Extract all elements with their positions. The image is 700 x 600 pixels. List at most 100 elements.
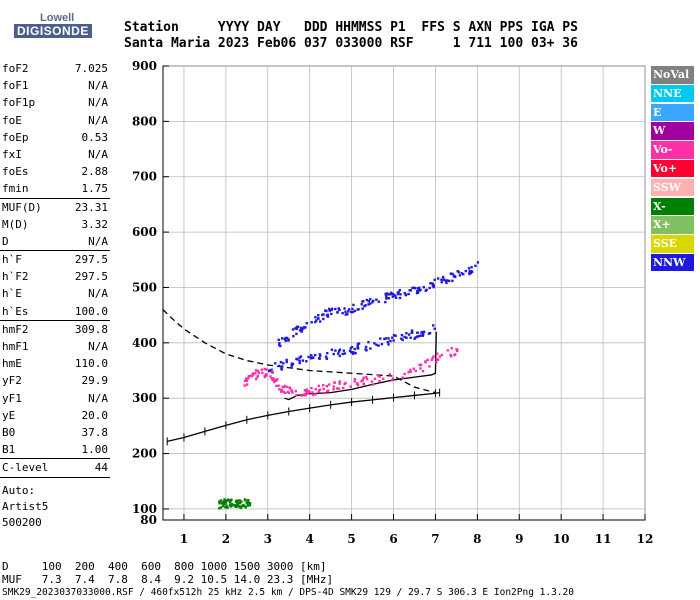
echo-point	[322, 313, 325, 316]
echo-point	[377, 300, 381, 303]
echo-point	[247, 374, 251, 378]
density-profile-line	[167, 392, 440, 443]
echo-point	[349, 310, 353, 314]
echo-point	[411, 331, 414, 334]
echo-point	[414, 369, 417, 373]
header-row-2: Santa Maria 2023 Feb06 037 033000 RSF 1 …	[124, 36, 578, 51]
echo-point	[342, 386, 345, 390]
echo-point	[238, 501, 242, 505]
auto-software: Artist5	[2, 500, 49, 513]
echo-point	[284, 391, 287, 395]
echo-point	[295, 394, 298, 397]
echo-point	[360, 380, 363, 383]
echo-point	[305, 360, 308, 363]
echo-point	[318, 354, 322, 357]
echo-point	[436, 352, 439, 355]
param-value: 29.9	[81, 374, 109, 388]
echo-point	[428, 365, 431, 368]
echo-point	[447, 279, 451, 283]
echo-point	[325, 309, 328, 313]
echo-point	[332, 352, 335, 356]
echo-point	[401, 376, 404, 379]
echo-point	[356, 308, 359, 311]
param-value: 297.5	[74, 253, 108, 267]
echo-point	[245, 379, 249, 383]
echo-point	[435, 361, 438, 364]
echo-point	[432, 355, 435, 358]
echo-point	[415, 335, 419, 338]
echo-point	[280, 367, 283, 371]
echo-point	[384, 337, 388, 340]
param-label: yF1	[2, 391, 22, 405]
echo-point	[351, 310, 354, 314]
echo-point	[389, 291, 393, 295]
param-label: foF1	[2, 79, 29, 93]
echo-point	[301, 359, 305, 362]
param-value: 7.025	[74, 62, 108, 75]
divider	[0, 476, 110, 478]
param-row: foEs 2.88	[0, 163, 110, 180]
auto-label: Auto:	[2, 484, 36, 497]
echo-point	[240, 500, 243, 503]
echo-point	[305, 388, 309, 391]
echo-point	[236, 503, 239, 507]
echo-point	[314, 388, 317, 391]
y-tick-label: 400	[132, 336, 157, 350]
echo-point	[385, 295, 388, 298]
echo-point	[444, 280, 448, 283]
echo-point	[303, 393, 306, 396]
echo-point	[416, 289, 419, 293]
echo-point	[476, 261, 480, 264]
echo-point	[399, 293, 402, 296]
echo-point	[224, 502, 227, 505]
echo-point	[408, 289, 411, 292]
echo-point	[405, 332, 408, 335]
echo-point	[432, 324, 435, 327]
echo-point	[390, 379, 393, 382]
echo-point	[457, 271, 461, 274]
echo-point	[432, 285, 435, 289]
echo-point	[330, 348, 334, 351]
x-tick-label: 4	[306, 532, 314, 546]
echo-point	[315, 319, 318, 322]
echo-point	[407, 371, 410, 374]
echo-point	[375, 343, 378, 347]
echo-point	[300, 394, 303, 397]
echo-point	[441, 275, 445, 279]
echo-point	[419, 363, 422, 367]
echo-point	[290, 362, 294, 365]
param-value: 3.32	[81, 217, 109, 231]
echo-point	[391, 292, 394, 296]
echo-point	[265, 368, 268, 371]
echo-point	[338, 354, 342, 358]
echo-point	[389, 339, 392, 343]
echo-point	[274, 362, 277, 365]
echo-point	[317, 317, 320, 320]
echo-point	[380, 342, 384, 346]
param-row: B0 37.8	[0, 424, 110, 441]
echo-point	[228, 501, 232, 504]
echo-point	[349, 347, 353, 350]
echo-point	[314, 316, 317, 319]
echo-point	[332, 388, 335, 391]
param-label: hmF2	[2, 322, 29, 336]
x-tick-label: 9	[515, 532, 523, 546]
echo-point	[333, 381, 336, 384]
echo-point	[341, 352, 344, 356]
echo-point	[238, 499, 242, 502]
echo-point	[261, 371, 264, 375]
param-row: hmE 110.0	[0, 355, 110, 372]
echo-point	[456, 269, 459, 273]
ionogram-chart: 1 2 3 4 5 6 7 8 9 10 11 121002003004005006007008009…	[132, 59, 653, 546]
echo-point	[220, 502, 224, 505]
echo-point	[279, 360, 283, 364]
divider	[0, 319, 110, 321]
x-tick-label: 3	[264, 532, 272, 546]
logo-digisonde: DIGISONDE	[14, 24, 92, 38]
echo-point	[410, 329, 414, 332]
extrapolated-profile-line	[162, 309, 436, 394]
echo-point	[314, 393, 317, 396]
y-tick-label: 200	[132, 447, 157, 461]
echo-point	[298, 356, 301, 359]
echo-point	[412, 367, 415, 370]
